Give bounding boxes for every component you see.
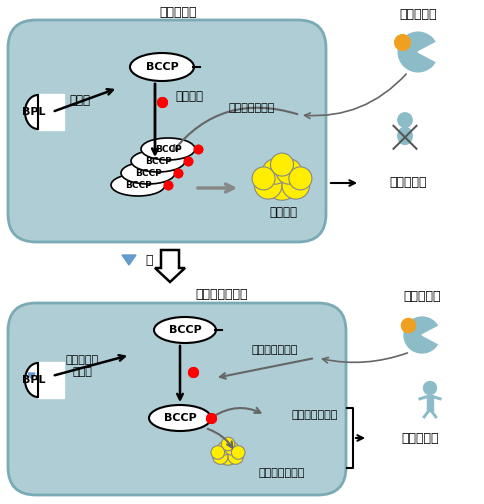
Circle shape (211, 446, 225, 459)
Circle shape (404, 317, 440, 353)
Text: BPL: BPL (22, 375, 46, 385)
Text: BCCP: BCCP (146, 62, 179, 72)
Bar (38, 94, 64, 130)
Ellipse shape (25, 95, 51, 129)
Ellipse shape (121, 162, 175, 184)
Circle shape (398, 32, 438, 72)
Text: BCCP: BCCP (168, 325, 201, 335)
Circle shape (282, 171, 310, 199)
Text: 生活習慣病: 生活習慣病 (389, 176, 427, 190)
Circle shape (424, 382, 437, 395)
Circle shape (218, 442, 231, 455)
Text: 健康を維持: 健康を維持 (401, 431, 439, 445)
FancyBboxPatch shape (8, 303, 346, 495)
Text: 制御された
活性化: 制御された 活性化 (65, 355, 99, 377)
Text: BCCP: BCCP (145, 157, 171, 165)
Text: 過剰の食物: 過剰の食物 (399, 9, 437, 22)
Polygon shape (122, 255, 136, 265)
Bar (38, 362, 64, 398)
Text: BCCP: BCCP (164, 413, 197, 423)
Circle shape (218, 445, 238, 465)
Circle shape (255, 171, 282, 199)
Text: 余剰エネルギー: 余剰エネルギー (252, 345, 298, 355)
Ellipse shape (131, 150, 185, 172)
Ellipse shape (154, 317, 216, 343)
Text: BPL: BPL (22, 107, 46, 117)
Text: 通常の細胞: 通常の細胞 (159, 7, 197, 20)
Text: 筋肉による消費: 筋肉による消費 (292, 410, 338, 420)
Ellipse shape (25, 363, 51, 397)
Circle shape (265, 166, 299, 200)
Wedge shape (418, 42, 440, 62)
Text: 脂肪生産の減少: 脂肪生産の減少 (259, 468, 305, 478)
Circle shape (276, 159, 302, 184)
Ellipse shape (141, 138, 195, 160)
Text: 薬: 薬 (145, 254, 152, 267)
Wedge shape (422, 326, 442, 344)
Text: 活性化: 活性化 (70, 94, 91, 106)
Text: 脂肪生産: 脂肪生産 (269, 207, 297, 220)
Circle shape (271, 153, 293, 176)
Ellipse shape (130, 53, 194, 81)
Bar (427, 395, 433, 411)
Circle shape (398, 113, 412, 127)
Circle shape (221, 437, 235, 451)
Circle shape (225, 442, 238, 455)
Text: 薬を与えた細胞: 薬を与えた細胞 (196, 287, 248, 300)
Ellipse shape (398, 127, 412, 145)
Text: 過剰の食物: 過剰の食物 (403, 290, 441, 303)
Circle shape (228, 449, 243, 464)
Text: 余剰エネルギー: 余剰エネルギー (229, 103, 275, 113)
Ellipse shape (111, 174, 165, 196)
FancyArrow shape (155, 250, 185, 282)
Polygon shape (28, 373, 35, 379)
Circle shape (212, 449, 228, 464)
Text: BCCP: BCCP (154, 145, 182, 154)
Text: BCCP: BCCP (135, 168, 161, 177)
Ellipse shape (149, 405, 211, 431)
Text: BCCP: BCCP (124, 180, 151, 190)
FancyBboxPatch shape (8, 20, 326, 242)
Circle shape (289, 167, 312, 190)
Circle shape (262, 159, 288, 184)
Text: ビオチン: ビオチン (175, 91, 203, 103)
Circle shape (252, 167, 275, 190)
Circle shape (231, 446, 245, 459)
